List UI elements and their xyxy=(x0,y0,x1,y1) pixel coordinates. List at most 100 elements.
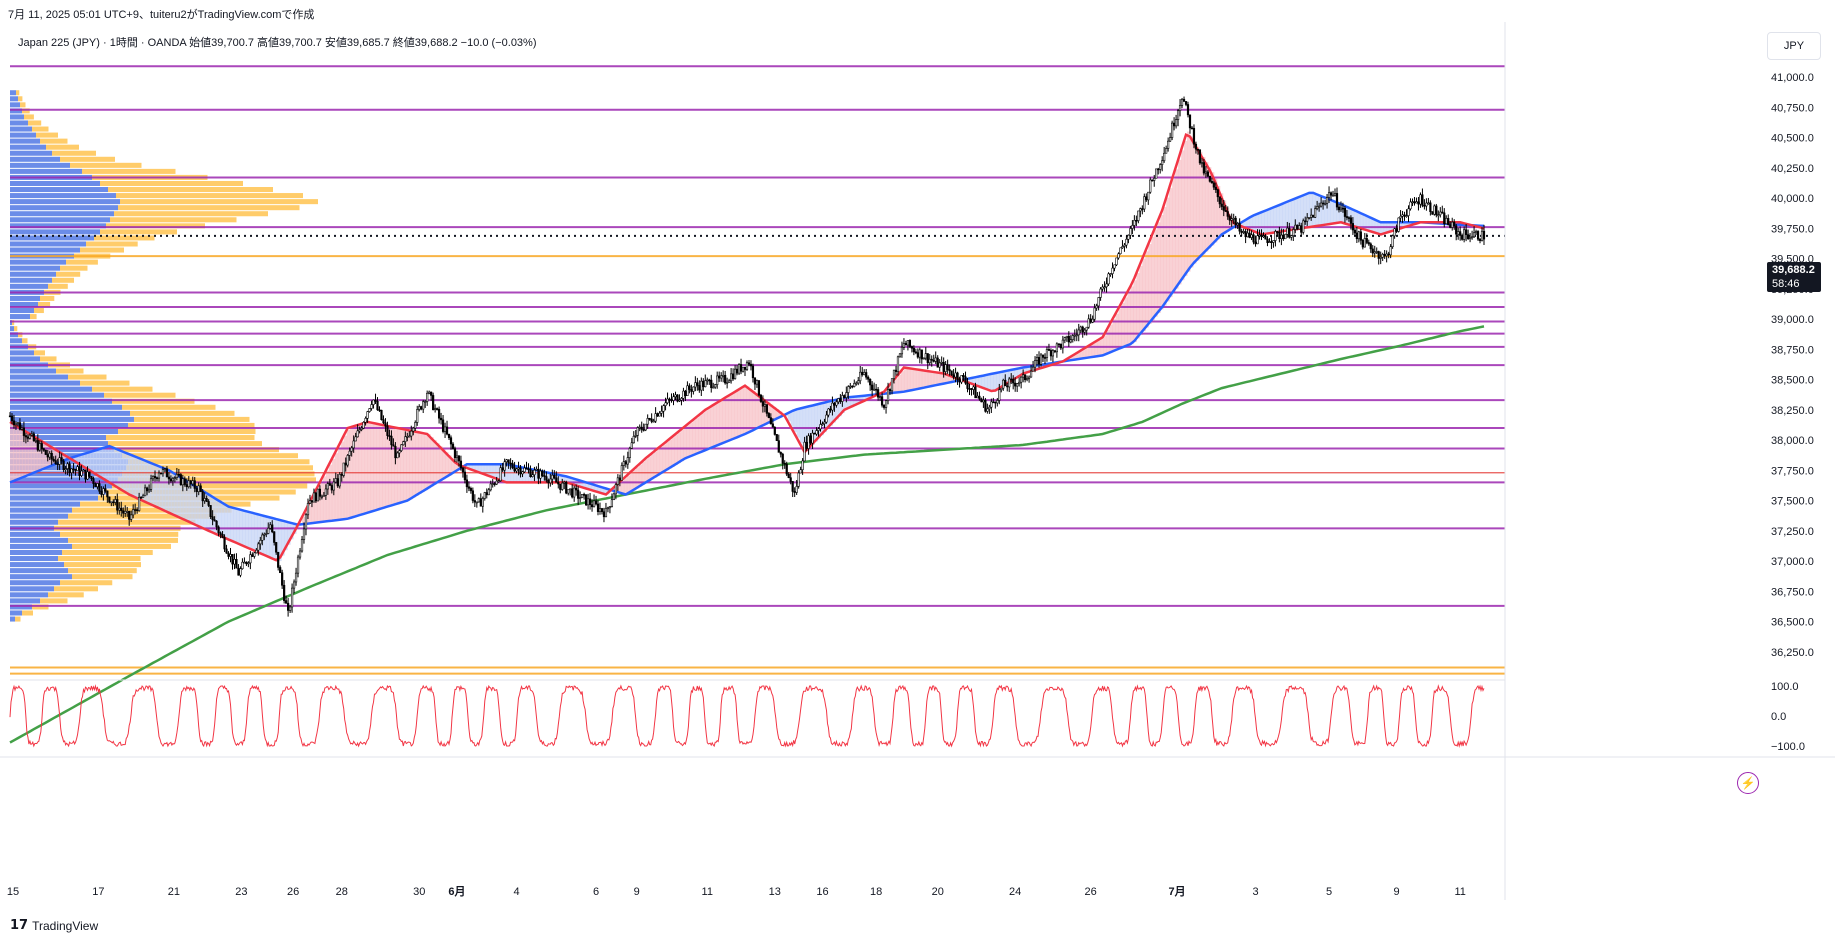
candle-body xyxy=(1031,366,1035,372)
cloud-slice xyxy=(1145,251,1149,328)
candle-body xyxy=(1377,251,1380,259)
x-tick-label: 26 xyxy=(1085,886,1097,898)
candle-body xyxy=(634,434,637,437)
cloud-slice xyxy=(1139,265,1143,335)
candle-body xyxy=(140,496,143,499)
cloud-slice xyxy=(862,395,866,402)
candle-body xyxy=(128,510,131,520)
price-candles[interactable] xyxy=(8,96,1486,617)
candle-body xyxy=(992,401,995,404)
candle-body xyxy=(751,365,755,379)
cloud-slice xyxy=(728,395,732,441)
vp-bar-sell xyxy=(100,229,177,235)
symbol-legend[interactable]: Japan 225 (JPY) · 1時間 · OANDA 始値39,700.7… xyxy=(18,37,537,49)
cloud-slice xyxy=(775,409,780,420)
cloud-slice xyxy=(695,417,699,455)
vp-bar-sell xyxy=(52,150,96,156)
candle-body xyxy=(1059,343,1062,349)
cloud-slice xyxy=(1187,131,1191,272)
candle-body xyxy=(1018,381,1021,384)
vp-bar-sell xyxy=(112,398,195,404)
lightning-icon[interactable]: ⚡ xyxy=(1737,772,1759,794)
candle-body xyxy=(886,389,890,401)
candle-body xyxy=(1453,221,1456,227)
cloud-slice xyxy=(525,468,529,483)
cloud-slice xyxy=(909,368,914,391)
cloud-slice xyxy=(933,372,938,386)
cloud-slice xyxy=(558,474,562,483)
cloud-slice xyxy=(188,482,193,522)
candle-body xyxy=(116,499,119,511)
currency-button[interactable]: JPY xyxy=(1767,32,1821,60)
cloud-slice xyxy=(1240,222,1245,226)
candle-body xyxy=(110,501,113,504)
candle-body xyxy=(1240,230,1243,233)
candle-body xyxy=(1296,224,1299,230)
candle-body xyxy=(1393,228,1396,237)
candle-body xyxy=(1248,232,1251,238)
candle-body xyxy=(916,352,919,358)
candle-body xyxy=(1029,370,1033,378)
vp-bar-sell xyxy=(118,205,300,211)
candle-body xyxy=(221,533,224,538)
candle-body xyxy=(1194,143,1198,150)
cloud-slice xyxy=(132,455,136,496)
candle-body xyxy=(285,600,288,604)
candle-body xyxy=(205,498,208,502)
candle-body xyxy=(1443,212,1446,225)
candle-body xyxy=(511,463,514,469)
candle-body xyxy=(1125,238,1128,246)
vp-bar-buy xyxy=(10,447,114,453)
candle-body xyxy=(1111,267,1114,274)
cloud-slice xyxy=(355,425,360,517)
candle-body xyxy=(384,422,387,427)
cloud-slice xyxy=(513,465,518,483)
candle-body xyxy=(1308,217,1311,219)
cloud-slice xyxy=(436,443,440,484)
vp-bar-buy xyxy=(10,271,56,277)
candle-body xyxy=(213,519,216,522)
cloud-slice xyxy=(90,451,94,471)
cloud-slice xyxy=(254,513,258,551)
candle-body xyxy=(1006,385,1009,388)
cloud-slice xyxy=(415,431,419,496)
cloud-slice xyxy=(388,426,392,507)
candle-body xyxy=(912,347,915,353)
cloud-slice xyxy=(36,438,41,472)
candle-body xyxy=(1421,194,1424,206)
candle-body xyxy=(577,489,580,499)
vp-bar-sell xyxy=(34,350,45,356)
candle-body xyxy=(1467,234,1470,239)
candle-body xyxy=(157,472,161,479)
cloud-slice xyxy=(1106,329,1111,354)
cloud-slice xyxy=(620,480,625,494)
candle-body xyxy=(505,459,508,463)
candle-body xyxy=(336,478,339,487)
candle-body xyxy=(479,498,482,507)
candle-body xyxy=(386,425,389,436)
tradingview-logo[interactable]: 17 TradingView xyxy=(10,918,98,933)
x-tick-label: 3 xyxy=(1252,886,1258,898)
candle-body xyxy=(74,469,77,471)
cloud-slice xyxy=(903,367,908,392)
cloud-slice xyxy=(1407,222,1411,227)
cloud-slice xyxy=(1300,196,1304,229)
candle-body xyxy=(938,362,941,368)
candle-body xyxy=(656,413,659,417)
candle-body xyxy=(1167,140,1170,149)
candle-body xyxy=(1445,218,1448,225)
candle-body xyxy=(519,467,522,475)
candle-body xyxy=(777,440,780,453)
cloud-slice xyxy=(346,429,351,519)
cloud-slice xyxy=(182,478,187,520)
vp-bar-buy xyxy=(10,392,104,398)
cloud-slice xyxy=(656,449,661,476)
cloud-slice xyxy=(671,437,675,467)
candle-body xyxy=(789,477,792,482)
cloud-slice xyxy=(918,369,923,389)
candle-body xyxy=(968,388,971,390)
candle-body xyxy=(952,374,955,378)
cloud-slice xyxy=(1330,199,1334,224)
candle-body xyxy=(640,426,643,430)
